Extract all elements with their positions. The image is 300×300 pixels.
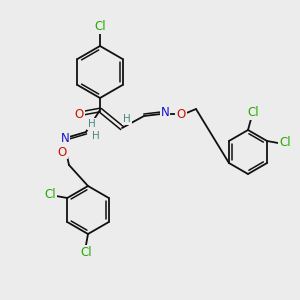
Text: N: N: [160, 106, 169, 119]
Text: O: O: [57, 146, 67, 158]
Text: N: N: [61, 131, 69, 145]
Text: Cl: Cl: [247, 106, 259, 119]
Text: H: H: [88, 119, 96, 129]
Text: Cl: Cl: [44, 188, 56, 202]
Text: Cl: Cl: [279, 136, 291, 149]
Text: Cl: Cl: [80, 245, 92, 259]
Text: H: H: [123, 114, 131, 124]
Text: O: O: [74, 107, 84, 121]
Text: O: O: [176, 107, 186, 121]
Text: H: H: [92, 131, 100, 141]
Text: Cl: Cl: [94, 20, 106, 34]
